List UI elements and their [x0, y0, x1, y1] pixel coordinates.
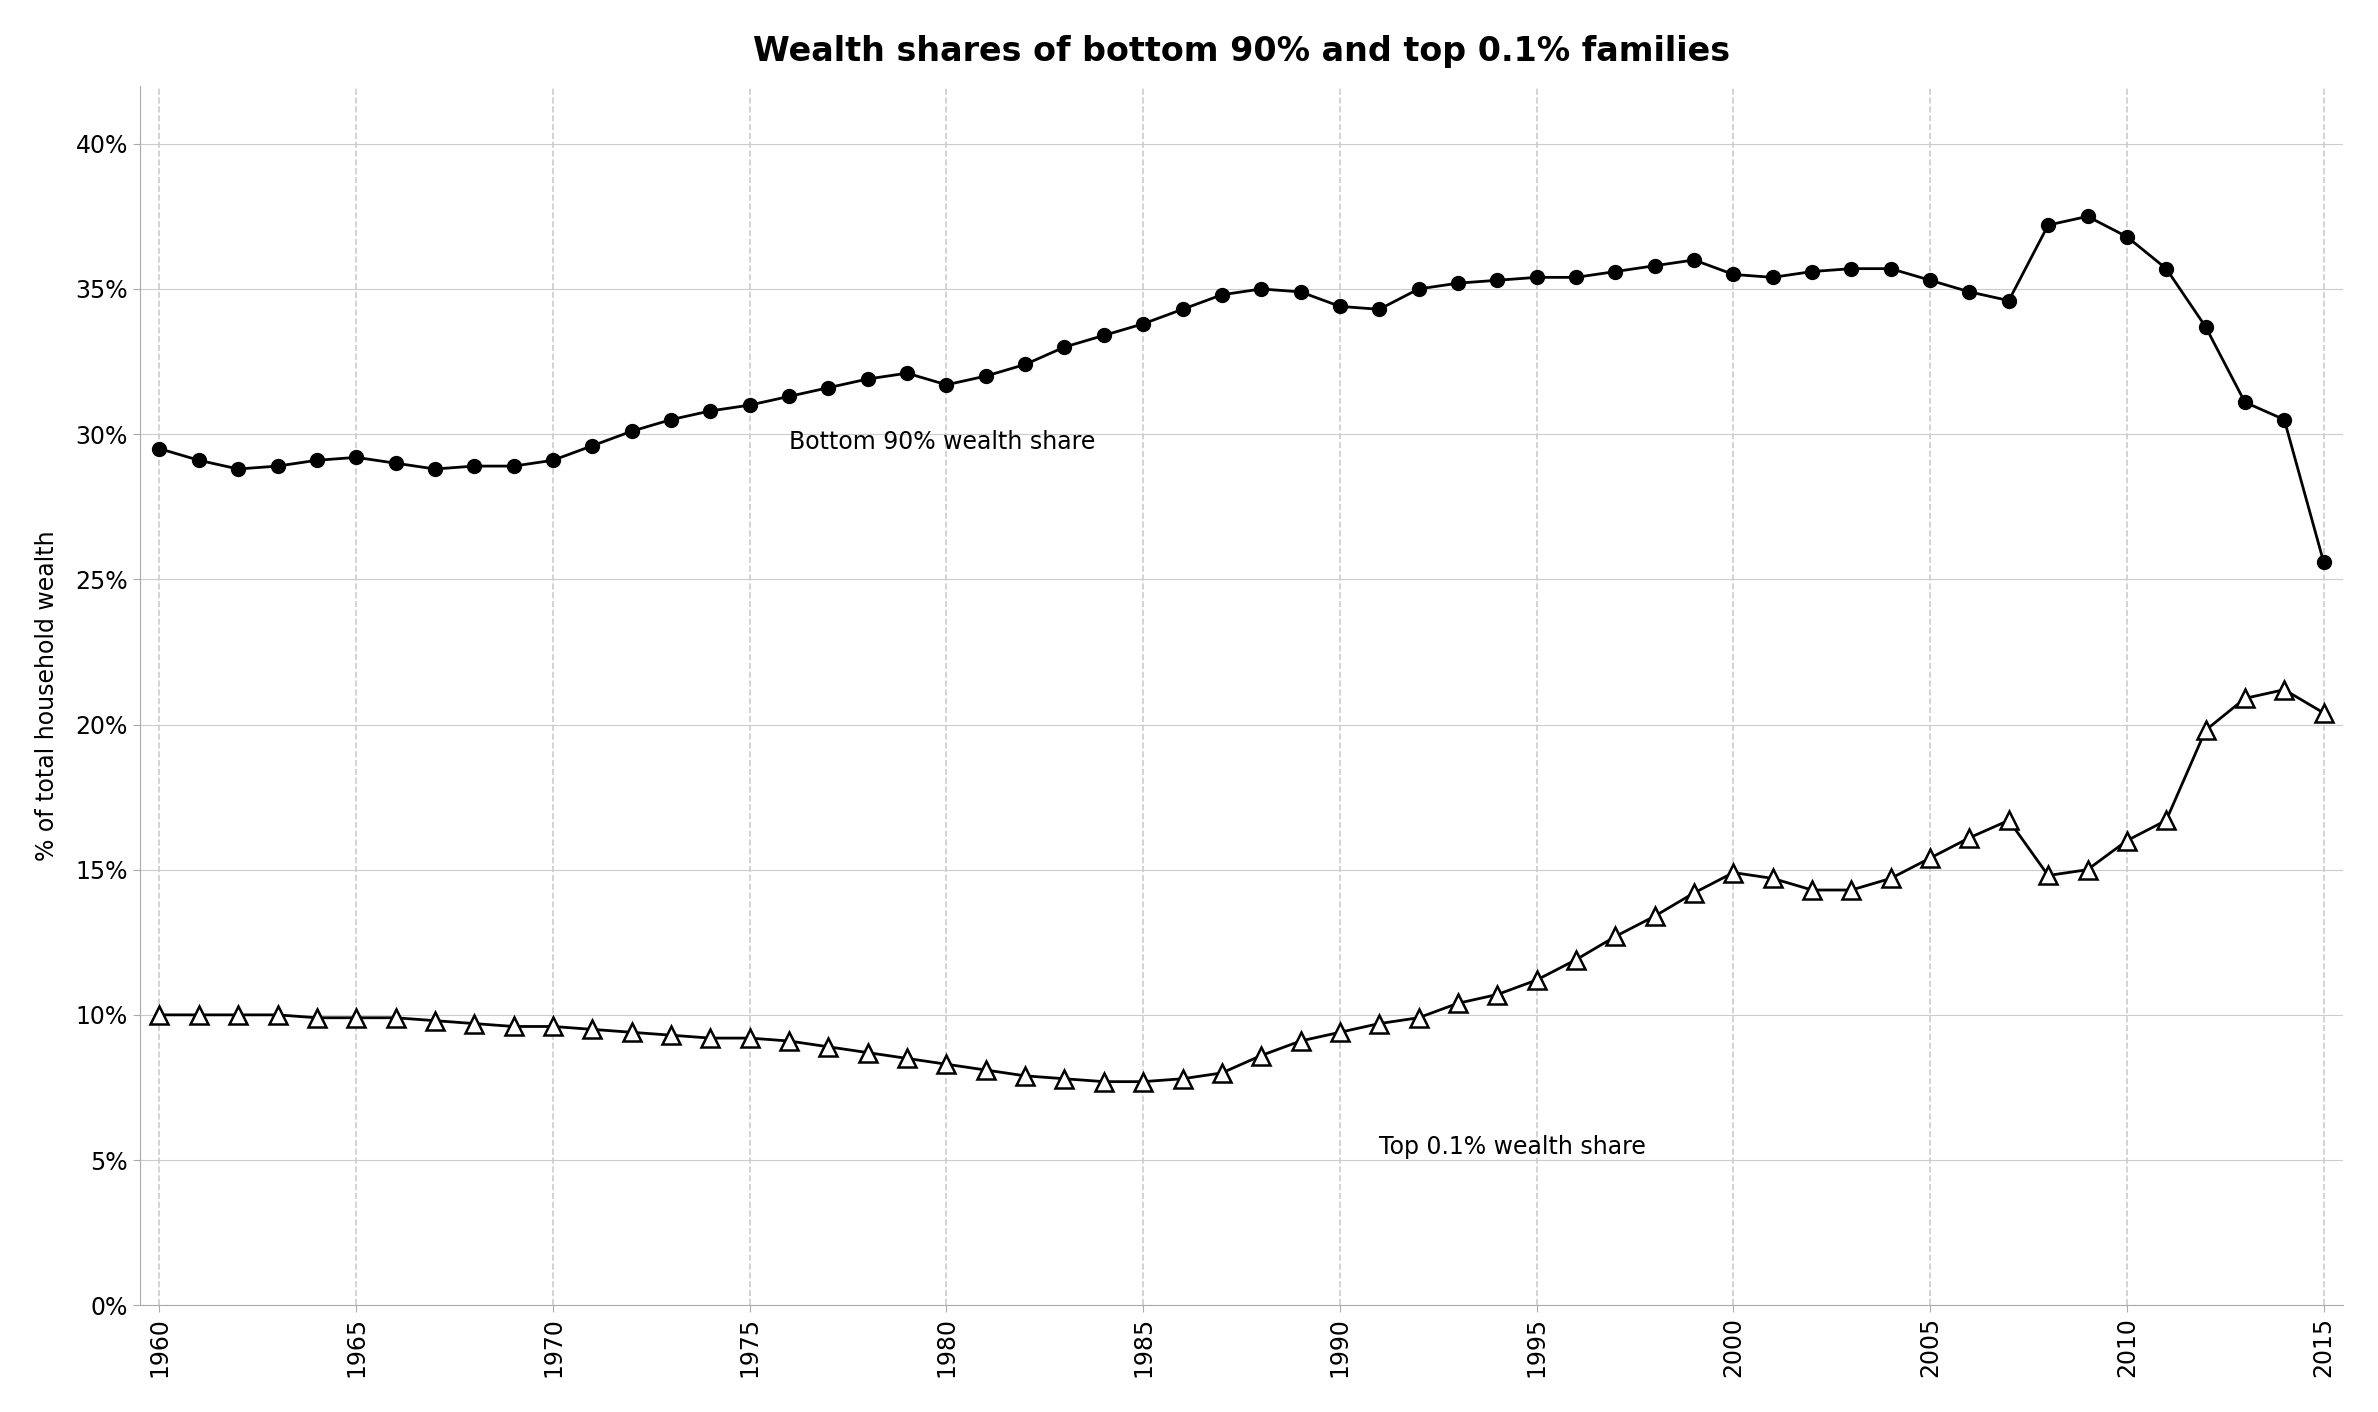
Y-axis label: % of total household wealth: % of total household wealth: [36, 530, 59, 861]
Text: Bottom 90% wealth share: Bottom 90% wealth share: [789, 429, 1096, 453]
Text: Top 0.1% wealth share: Top 0.1% wealth share: [1379, 1135, 1646, 1159]
Title: Wealth shares of bottom 90% and top 0.1% families: Wealth shares of bottom 90% and top 0.1%…: [754, 35, 1731, 68]
